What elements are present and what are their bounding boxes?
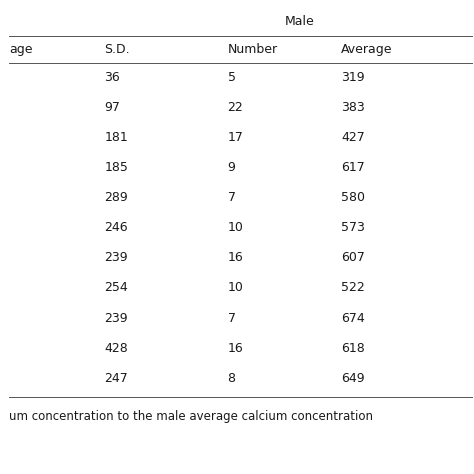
Text: 383: 383 (341, 101, 365, 114)
Text: 247: 247 (104, 372, 128, 385)
Text: Male: Male (284, 15, 314, 28)
Text: 16: 16 (228, 251, 243, 264)
Text: Number: Number (228, 43, 278, 56)
Text: 16: 16 (228, 342, 243, 355)
Text: 246: 246 (104, 221, 128, 234)
Text: 580: 580 (341, 191, 365, 204)
Text: 427: 427 (341, 131, 365, 144)
Text: 7: 7 (228, 311, 236, 325)
Text: 254: 254 (104, 282, 128, 294)
Text: 185: 185 (104, 161, 128, 174)
Text: 181: 181 (104, 131, 128, 144)
Text: 649: 649 (341, 372, 365, 385)
Text: 289: 289 (104, 191, 128, 204)
Text: um concentration to the male average calcium concentration: um concentration to the male average cal… (9, 410, 374, 423)
Text: 428: 428 (104, 342, 128, 355)
Text: 10: 10 (228, 282, 243, 294)
Text: 319: 319 (341, 71, 365, 84)
Text: 617: 617 (341, 161, 365, 174)
Text: 8: 8 (228, 372, 236, 385)
Text: 5: 5 (228, 71, 236, 84)
Text: 607: 607 (341, 251, 365, 264)
Text: 674: 674 (341, 311, 365, 325)
Text: 36: 36 (104, 71, 120, 84)
Text: 7: 7 (228, 191, 236, 204)
Text: 522: 522 (341, 282, 365, 294)
Text: 573: 573 (341, 221, 365, 234)
Text: 10: 10 (228, 221, 243, 234)
Text: 618: 618 (341, 342, 365, 355)
Text: S.D.: S.D. (104, 43, 130, 56)
Text: 22: 22 (228, 101, 243, 114)
Text: age: age (9, 43, 33, 56)
Text: 239: 239 (104, 311, 128, 325)
Text: 17: 17 (228, 131, 243, 144)
Text: 239: 239 (104, 251, 128, 264)
Text: Average: Average (341, 43, 393, 56)
Text: 97: 97 (104, 101, 120, 114)
Text: 9: 9 (228, 161, 236, 174)
